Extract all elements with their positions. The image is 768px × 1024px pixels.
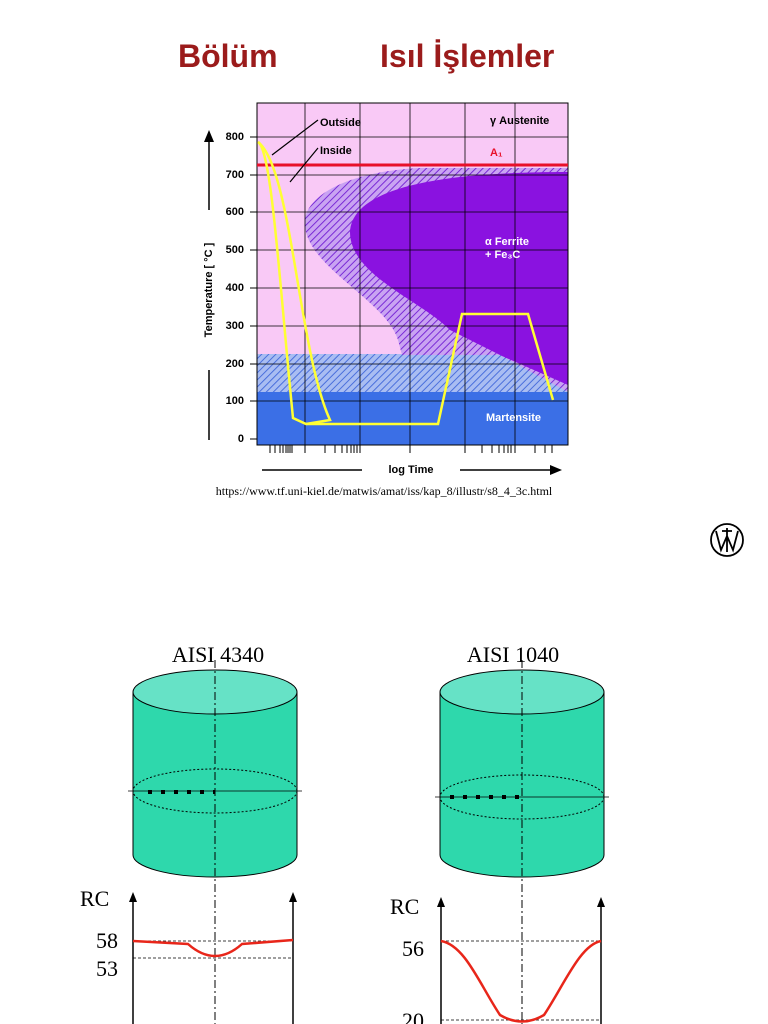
y-tick-label: 600 [226,206,244,218]
y-tick-label: 200 [226,358,244,370]
hardness-label: 58 [96,928,118,953]
label-outside: Outside [320,117,361,129]
ttt-diagram: Outside Inside γ Austenite A₁ α Ferrite … [203,102,569,498]
axis-label: RC [80,886,109,911]
title-right: Isıl İşlemler [380,38,554,74]
y-tick-label: 0 [238,433,244,445]
x-axis-label: log Time [388,464,433,476]
y-tick-label: 700 [226,169,244,181]
y-axis-label: Temperature [ °C ] [203,242,215,337]
profile-1040 [437,897,605,1024]
y-ticks: 800 700 600 500 400 300 200 100 0 [226,131,257,445]
y-tick-label: 800 [226,131,244,143]
cylinder-4340 [128,660,302,1024]
source-url: https://www.tf.uni-kiel.de/matwis/amat/i… [216,484,553,498]
sample-name: AISI 4340 [172,642,264,667]
hardness-label: 20 [402,1008,424,1024]
hardness-label: 56 [402,936,424,961]
profile-4340 [129,892,297,1024]
cylinder-1040 [435,660,609,1024]
y-tick-label: 100 [226,395,244,407]
y-tick-label: 500 [226,244,244,256]
axis-label: RC [390,894,419,919]
label-ferrite: α Ferrite [485,236,529,248]
label-austenite: γ Austenite [490,115,549,127]
logo [710,523,744,557]
label-a1: A₁ [490,147,503,159]
y-tick-label: 300 [226,320,244,332]
label-martensite: Martensite [486,412,541,424]
label-inside: Inside [320,145,352,157]
y-tick-label: 400 [226,282,244,294]
hardness-label: 53 [96,956,118,981]
label-fe3c: + Fe₃C [485,249,520,261]
sample-name: AISI 1040 [467,642,559,667]
title-left: Bölüm [178,38,278,74]
